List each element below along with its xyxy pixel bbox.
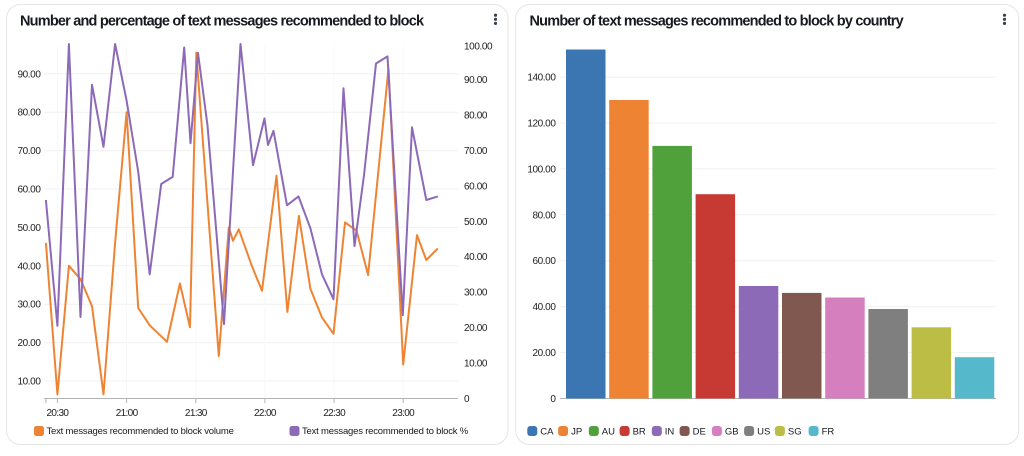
svg-text:80.00: 80.00 [17, 108, 41, 119]
svg-text:40.00: 40.00 [17, 261, 41, 272]
svg-text:CA: CA [540, 427, 554, 438]
svg-text:0: 0 [464, 394, 470, 405]
svg-text:30.00: 30.00 [17, 300, 41, 311]
svg-text:120.00: 120.00 [527, 119, 556, 130]
svg-text:0: 0 [550, 394, 556, 405]
svg-text:Number of text messages recomm: Number of text messages recommended to b… [530, 14, 904, 30]
svg-text:22:30: 22:30 [323, 408, 346, 419]
svg-text:80.00: 80.00 [464, 110, 488, 121]
svg-text:50.00: 50.00 [464, 217, 488, 228]
svg-text:10.00: 10.00 [464, 359, 488, 370]
svg-text:100.00: 100.00 [527, 164, 556, 175]
svg-text:Number and percentage of text: Number and percentage of text messages r… [20, 14, 425, 30]
svg-text:70.00: 70.00 [464, 146, 488, 157]
svg-text:90.00: 90.00 [17, 69, 41, 80]
svg-text:20:30: 20:30 [47, 408, 70, 419]
svg-text:GB: GB [725, 427, 739, 438]
svg-text:80.00: 80.00 [532, 210, 556, 221]
svg-text:22:00: 22:00 [254, 408, 277, 419]
svg-text:10.00: 10.00 [17, 377, 41, 388]
svg-text:40.00: 40.00 [464, 252, 488, 263]
svg-text:140.00: 140.00 [527, 73, 556, 84]
svg-text:JP: JP [571, 427, 582, 438]
svg-text:40.00: 40.00 [532, 302, 556, 313]
svg-text:100.00: 100.00 [464, 42, 493, 53]
svg-text:20.00: 20.00 [17, 338, 41, 349]
svg-text:FR: FR [822, 427, 835, 438]
svg-text:23:00: 23:00 [392, 408, 415, 419]
svg-text:IN: IN [665, 427, 675, 438]
svg-text:BR: BR [633, 427, 646, 438]
svg-text:70.00: 70.00 [17, 146, 41, 157]
svg-text:Text messages recommended to b: Text messages recommended to block volum… [47, 426, 234, 437]
svg-text:60.00: 60.00 [17, 185, 41, 196]
svg-text:20.00: 20.00 [532, 348, 556, 359]
svg-text:90.00: 90.00 [464, 75, 488, 86]
svg-text:50.00: 50.00 [17, 223, 41, 234]
svg-text:AU: AU [602, 427, 615, 438]
svg-text:60.00: 60.00 [532, 256, 556, 267]
svg-text:DE: DE [693, 427, 706, 438]
svg-text:60.00: 60.00 [464, 181, 488, 192]
svg-text:Text messages recommended to b: Text messages recommended to block % [302, 426, 469, 437]
svg-text:US: US [757, 427, 770, 438]
svg-text:SG: SG [788, 427, 802, 438]
svg-text:21:30: 21:30 [185, 408, 208, 419]
svg-text:21:00: 21:00 [116, 408, 139, 419]
svg-text:20.00: 20.00 [464, 323, 488, 334]
svg-text:30.00: 30.00 [464, 288, 488, 299]
